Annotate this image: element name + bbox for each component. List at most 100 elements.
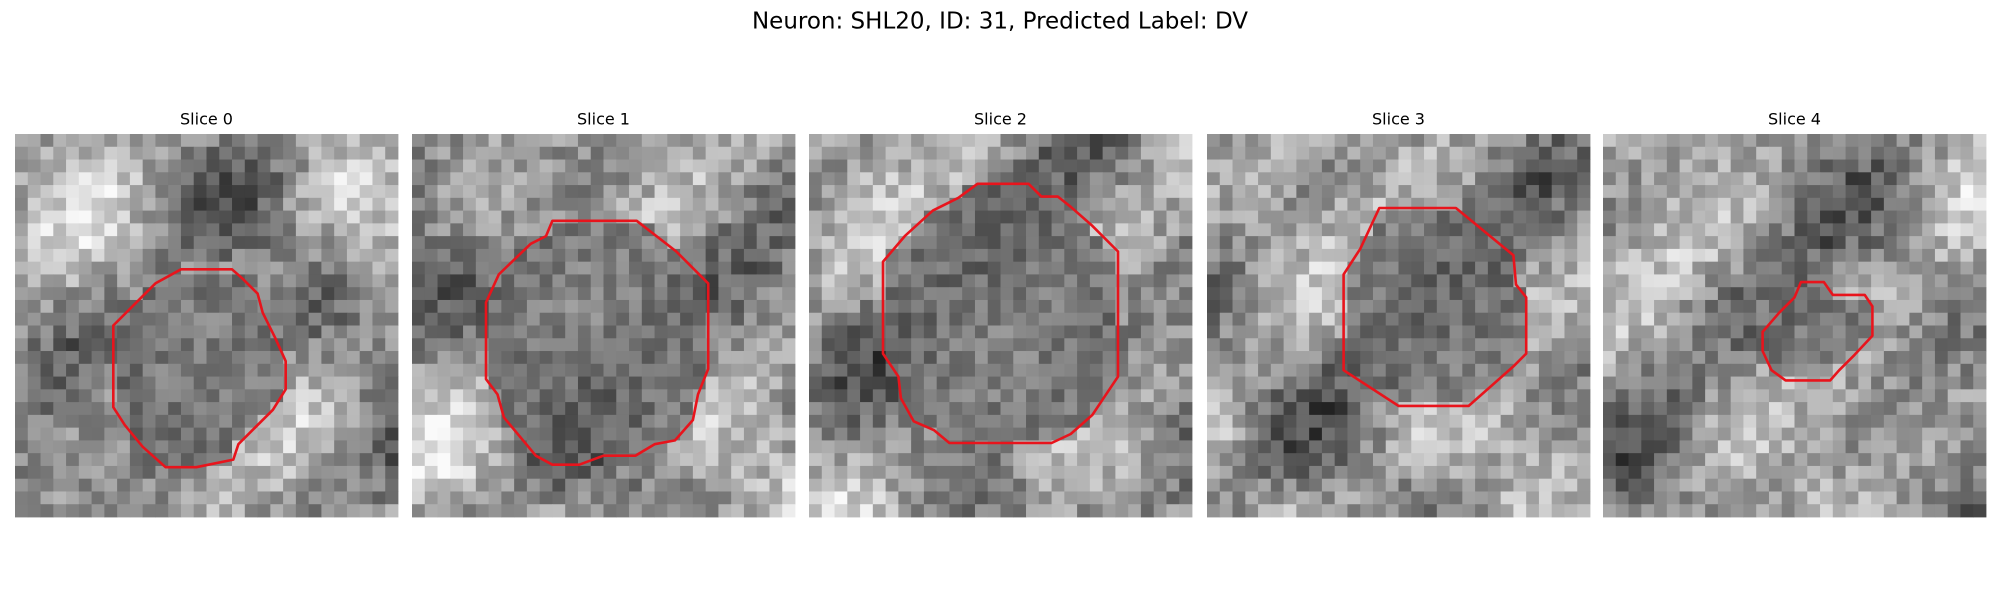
pixel bbox=[731, 210, 745, 224]
pixel bbox=[1564, 389, 1578, 403]
pixel bbox=[1603, 478, 1617, 492]
pixel bbox=[334, 351, 348, 365]
pixel bbox=[1526, 351, 1540, 365]
pixel bbox=[91, 414, 105, 429]
pixel bbox=[501, 197, 515, 211]
pixel bbox=[974, 325, 989, 339]
pixel bbox=[1411, 159, 1425, 173]
pixel bbox=[1692, 274, 1706, 288]
pixel bbox=[1140, 351, 1155, 365]
pixel bbox=[1153, 440, 1167, 454]
pixel bbox=[1641, 210, 1655, 224]
pixel bbox=[552, 351, 566, 365]
pixel bbox=[821, 261, 835, 275]
pixel bbox=[1743, 299, 1757, 314]
pixel bbox=[117, 504, 131, 518]
pixel bbox=[321, 299, 335, 314]
pixel bbox=[142, 427, 156, 441]
pixel bbox=[1487, 363, 1502, 377]
pixel bbox=[847, 134, 861, 148]
pixel bbox=[718, 287, 732, 301]
pixel bbox=[424, 299, 438, 314]
pixel bbox=[603, 351, 617, 365]
pixel bbox=[308, 325, 322, 339]
pixel bbox=[731, 172, 745, 186]
pixel bbox=[283, 261, 297, 275]
pixel bbox=[654, 453, 668, 467]
pixel bbox=[1832, 453, 1846, 467]
pixel bbox=[501, 402, 515, 416]
pixel bbox=[475, 210, 489, 224]
pixel bbox=[168, 325, 182, 339]
pixel bbox=[1743, 312, 1757, 326]
pixel bbox=[104, 414, 118, 429]
pixel bbox=[1475, 338, 1489, 352]
pixel bbox=[526, 134, 541, 148]
pixel bbox=[53, 299, 67, 314]
pixel bbox=[1603, 338, 1617, 352]
pixel bbox=[1909, 389, 1923, 403]
pixel bbox=[731, 504, 745, 518]
pixel bbox=[1883, 465, 1898, 480]
pixel bbox=[1128, 210, 1142, 224]
pixel bbox=[244, 172, 258, 186]
pixel bbox=[1730, 312, 1744, 326]
pixel bbox=[1973, 146, 1987, 160]
pixel bbox=[1258, 338, 1272, 352]
pixel bbox=[1743, 414, 1757, 429]
pixel bbox=[1564, 338, 1578, 352]
pixel bbox=[1858, 134, 1872, 148]
pixel bbox=[1666, 236, 1680, 250]
pixel bbox=[821, 491, 835, 505]
pixel bbox=[731, 236, 745, 250]
pixel bbox=[142, 197, 156, 211]
pixel bbox=[1973, 236, 1987, 250]
pixel bbox=[1717, 236, 1732, 250]
pixel bbox=[1283, 236, 1297, 250]
pixel bbox=[1411, 299, 1425, 314]
pixel bbox=[27, 236, 41, 250]
pixel bbox=[424, 248, 438, 263]
pixel bbox=[782, 389, 796, 403]
pixel bbox=[1641, 299, 1655, 314]
pixel bbox=[1436, 146, 1450, 160]
pixel bbox=[1641, 287, 1655, 301]
pixel bbox=[860, 402, 874, 416]
pixel bbox=[539, 389, 553, 403]
pixel bbox=[1654, 172, 1668, 186]
pixel bbox=[1089, 389, 1104, 403]
pixel bbox=[847, 274, 861, 288]
pixel bbox=[1679, 210, 1693, 224]
pixel bbox=[1166, 427, 1180, 441]
pixel bbox=[860, 146, 874, 160]
pixel bbox=[782, 440, 796, 454]
pixel bbox=[1398, 261, 1412, 275]
pixel bbox=[501, 453, 515, 467]
pixel bbox=[334, 223, 348, 237]
pixel bbox=[1296, 248, 1310, 263]
pixel bbox=[1871, 134, 1885, 148]
pixel bbox=[1449, 172, 1463, 186]
pixel bbox=[680, 376, 694, 390]
pixel bbox=[1564, 236, 1578, 250]
pixel bbox=[308, 363, 322, 377]
pixel bbox=[603, 465, 617, 480]
pixel bbox=[501, 223, 515, 237]
pixel bbox=[283, 299, 297, 314]
pixel bbox=[923, 159, 938, 173]
pixel bbox=[450, 236, 464, 250]
pixel bbox=[1947, 351, 1961, 365]
pixel bbox=[385, 299, 399, 314]
pixel bbox=[911, 299, 925, 314]
pixel bbox=[1820, 185, 1834, 199]
pixel bbox=[257, 453, 271, 467]
pixel bbox=[1424, 478, 1438, 492]
pixel bbox=[860, 376, 874, 390]
pixel bbox=[1000, 299, 1014, 314]
pixel bbox=[321, 261, 335, 275]
pixel bbox=[1449, 146, 1463, 160]
pixel bbox=[1705, 223, 1719, 237]
pixel bbox=[692, 248, 707, 263]
pixel bbox=[155, 146, 169, 160]
pixel bbox=[1883, 236, 1898, 250]
